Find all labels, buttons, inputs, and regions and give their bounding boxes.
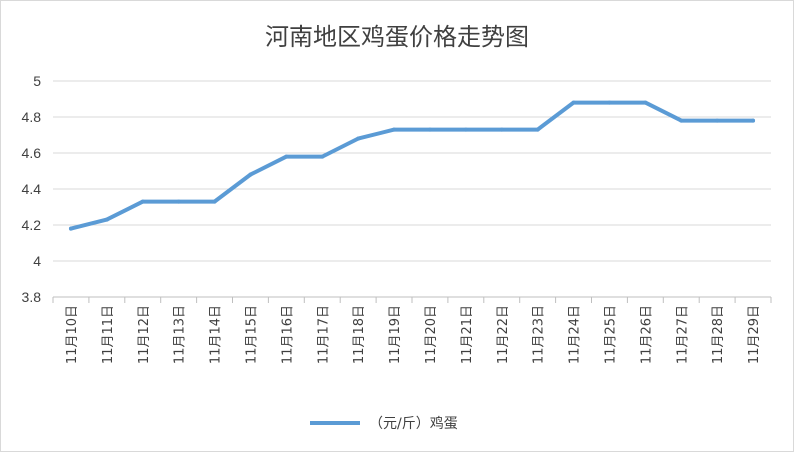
x-tick-label: 11月26日	[639, 305, 654, 364]
x-tick-label: 11月11日	[101, 305, 116, 364]
x-tick-label: 11月14日	[209, 305, 224, 364]
data-point[interactable]	[212, 199, 217, 204]
series-line-0[interactable]	[69, 100, 755, 231]
x-tick-label: 11月19日	[388, 305, 403, 364]
data-point[interactable]	[140, 199, 145, 204]
series-layer	[68, 100, 756, 231]
data-point[interactable]	[571, 100, 576, 105]
y-axis-ticks: 3.8 4 4.2 4.4 4.6 4.8 5	[22, 73, 42, 305]
legend-label: （元/斤）鸡蛋	[369, 415, 458, 432]
y-tick-label: 4.6	[22, 145, 42, 161]
y-tick-label: 4.4	[22, 181, 42, 197]
data-point[interactable]	[392, 127, 397, 132]
data-point[interactable]	[607, 100, 612, 105]
x-tick-label: 11月17日	[316, 305, 331, 364]
x-tick-label: 11月16日	[280, 305, 295, 364]
chart-title: 河南地区鸡蛋价格走势图	[265, 23, 529, 51]
x-axis-ticks: 11月10日 11月11日 11月12日 11月13日 11月14日 11月15日 11月1…	[65, 305, 762, 364]
x-tick-label: 11月27日	[675, 305, 690, 364]
y-tick-label: 5	[33, 73, 41, 89]
data-point[interactable]	[248, 172, 253, 177]
axes	[52, 296, 772, 303]
x-tick-label: 11月25日	[603, 305, 618, 364]
y-tick-label: 4.2	[22, 217, 42, 233]
x-tick-label: 11月12日	[137, 305, 152, 364]
y-tick-label: 3.8	[22, 289, 42, 305]
x-tick-label: 11月20日	[424, 305, 439, 364]
data-point[interactable]	[104, 217, 109, 222]
x-tick-label: 11月22日	[496, 305, 511, 364]
data-point[interactable]	[499, 127, 504, 132]
data-point[interactable]	[320, 154, 325, 159]
x-tick-label: 11月23日	[532, 305, 547, 364]
y-tick-label: 4	[33, 253, 41, 269]
data-point[interactable]	[535, 127, 540, 132]
x-tick-label: 11月15日	[244, 305, 259, 364]
data-point[interactable]	[284, 154, 289, 159]
x-tick-label: 11月21日	[460, 305, 475, 364]
x-tick-label: 11月28日	[711, 305, 726, 364]
x-tick-label: 11月24日	[568, 305, 583, 364]
data-point[interactable]	[643, 100, 648, 105]
gridlines	[53, 80, 771, 262]
y-tick-label: 4.8	[22, 109, 42, 125]
data-point[interactable]	[679, 118, 684, 123]
x-tick-label: 11月13日	[173, 305, 188, 364]
x-tick-label: 11月10日	[65, 305, 80, 364]
data-point[interactable]	[751, 118, 756, 123]
data-point[interactable]	[176, 199, 181, 204]
data-point[interactable]	[715, 118, 720, 123]
data-point[interactable]	[427, 127, 432, 132]
data-point[interactable]	[68, 226, 73, 231]
x-tick-label: 11月29日	[747, 305, 762, 364]
x-tick-label: 11月18日	[352, 305, 367, 364]
data-point[interactable]	[356, 136, 361, 141]
legend[interactable]: （元/斤）鸡蛋	[310, 415, 458, 432]
data-point[interactable]	[463, 127, 468, 132]
